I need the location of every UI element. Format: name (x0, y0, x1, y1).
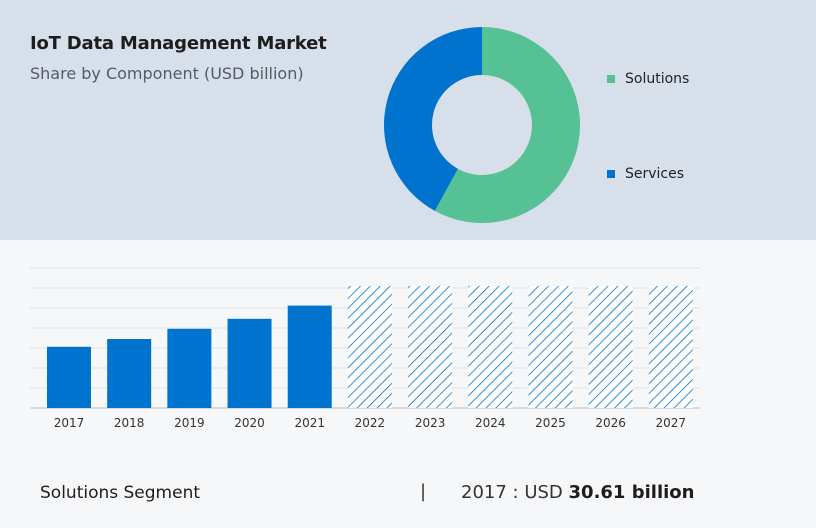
segment-value-prefix: 2017 : USD (461, 482, 563, 503)
bar-2021 (287, 305, 332, 408)
forecast-bar-2026 (588, 286, 633, 408)
x-tick-label-2021: 2021 (294, 416, 325, 430)
donut-slice-solutions (434, 27, 580, 223)
segment-label: Solutions Segment (40, 483, 201, 503)
x-tick-label-2026: 2026 (595, 416, 626, 430)
legend-item-services: Services (607, 166, 684, 182)
x-tick-label-2020: 2020 (234, 416, 265, 430)
bar-2017 (47, 346, 91, 408)
legend-item-solutions: Solutions (607, 71, 689, 87)
forecast-bar-2025 (528, 286, 573, 408)
chart-title: IoT Data Management Market (30, 33, 327, 54)
donut-slice-services (383, 27, 482, 211)
x-tick-label-2022: 2022 (355, 416, 386, 430)
x-tick-label-2019: 2019 (174, 416, 205, 430)
segment-value-amount: 30.61 billion (568, 482, 695, 503)
bar-2019 (167, 328, 212, 408)
bar-2018 (107, 339, 152, 408)
x-tick-label-2024: 2024 (475, 416, 506, 430)
legend-swatch-services (607, 170, 615, 178)
bar-2020 (227, 318, 272, 408)
footer-separator: | (420, 481, 427, 502)
x-tick-label-2025: 2025 (535, 416, 566, 430)
legend-label-services: Services (625, 166, 685, 182)
forecast-bar-2022 (347, 286, 392, 408)
x-tick-label-2027: 2027 (656, 416, 687, 430)
forecast-bar-2024 (468, 286, 513, 408)
forecast-bar-2023 (408, 286, 453, 408)
x-tick-label-2023: 2023 (415, 416, 446, 430)
chart-subtitle: Share by Component (USD billion) (30, 64, 304, 83)
segment-value: 2017 : USD 30.61 billion (461, 482, 694, 503)
legend-label-solutions: Solutions (625, 71, 690, 87)
legend-swatch-solutions (607, 75, 615, 83)
bar-chart: 2017 2018 2019 2020 2021 2022 2023 2024 2025 2026… (30, 267, 700, 430)
x-tick-label-2017: 2017 (54, 416, 85, 430)
donut-chart (383, 27, 580, 223)
forecast-bar-2027 (648, 286, 693, 408)
x-tick-label-2018: 2018 (114, 416, 145, 430)
